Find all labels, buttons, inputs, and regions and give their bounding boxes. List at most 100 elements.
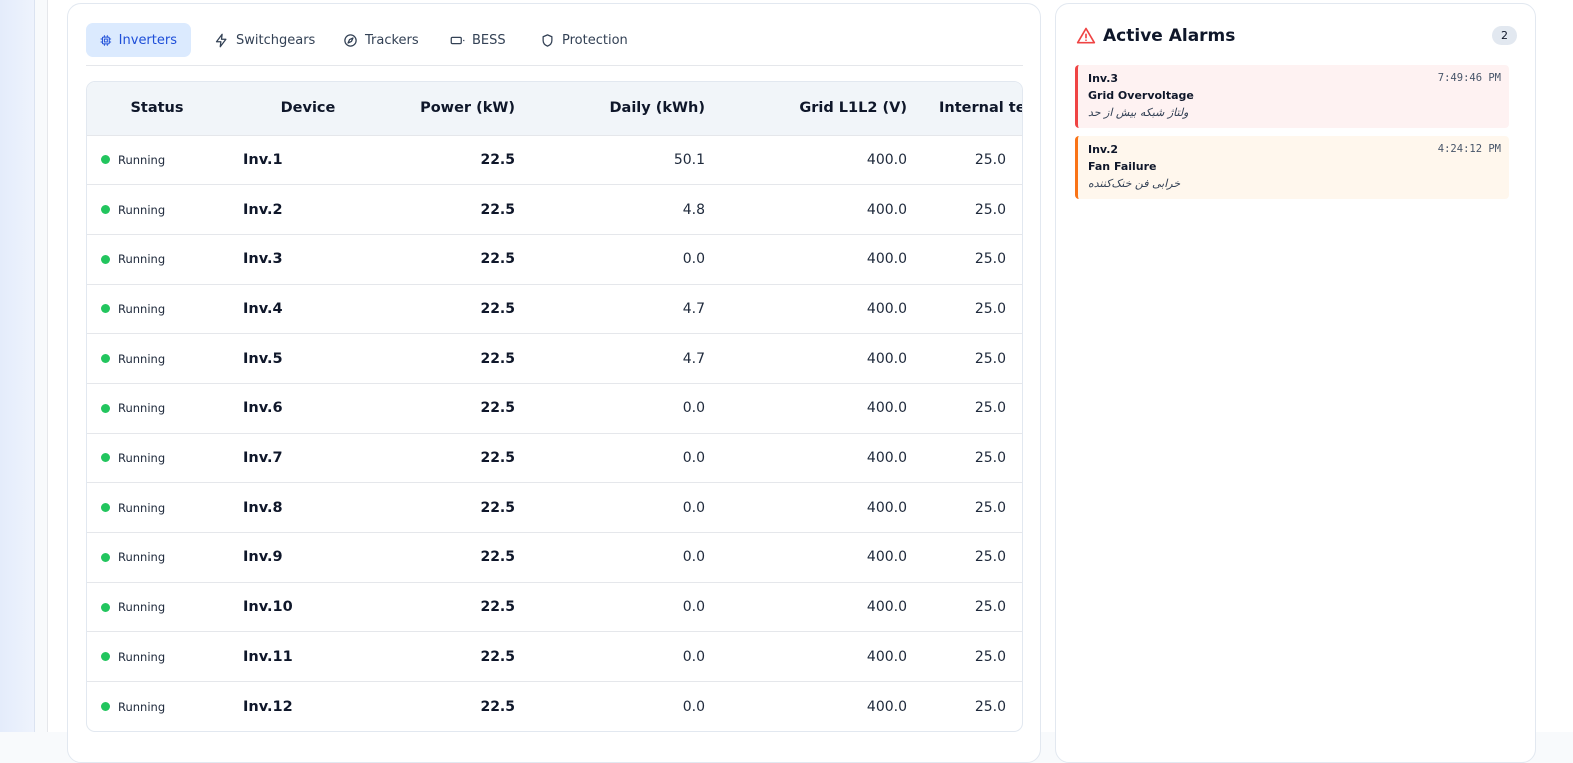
table-row[interactable]: Running Inv.2 22.5 4.8 400.0 25.0 (87, 184, 1022, 235)
device-cell: Inv.6 (243, 383, 389, 433)
status-label: Running (118, 351, 166, 366)
alarms-title: Active Alarms (1103, 26, 1236, 46)
table-row[interactable]: Running Inv.1 22.5 50.1 400.0 25.0 (87, 135, 1022, 185)
device-cell: Inv.2 (243, 185, 389, 235)
alarm-time: 7:49:46 PM (1437, 72, 1501, 84)
alarm-device: Inv.3 (1088, 72, 1119, 85)
status-indicator: Running (101, 153, 227, 167)
daily-cell: 4.7 (682, 300, 705, 317)
status-label: Running (118, 699, 166, 714)
temp-cell: 25.0 (974, 251, 1006, 268)
power-cell: 22.5 (480, 201, 515, 218)
tab-trackers[interactable]: Trackers (329, 23, 433, 57)
status-dot-icon (101, 304, 110, 314)
status-label: Running (118, 202, 166, 217)
status-label: Running (118, 301, 166, 316)
table-row[interactable]: Running Inv.5 22.5 4.7 400.0 25.0 (87, 333, 1022, 384)
shield-icon (542, 33, 553, 47)
table-row[interactable]: Running Inv.11 22.5 0.0 400.0 25.0 (87, 631, 1022, 682)
daily-cell: 0.0 (682, 251, 705, 268)
device-name: Inv.12 (243, 698, 293, 715)
daily-cell: 0.0 (682, 698, 705, 715)
daily-cell: 0.0 (682, 549, 705, 566)
table-row[interactable]: Running Inv.3 22.5 0.0 400.0 25.0 (87, 234, 1022, 284)
grid-cell: 400.0 (866, 300, 907, 317)
tab-protection[interactable]: Protection (526, 23, 642, 57)
grid-cell: 400.0 (866, 449, 907, 466)
status-indicator: Running (101, 550, 227, 564)
grid-cell: 400.0 (866, 698, 907, 715)
tab-protection-label: Protection (562, 32, 628, 48)
status-dot-icon (101, 503, 110, 513)
status-cell: Running (87, 234, 243, 284)
alarm-subtitle: ولتاژ شبکه بیش از حد (1088, 106, 1189, 119)
header-power[interactable]: Power (kW) (420, 100, 515, 117)
grid-cell: 400.0 (866, 648, 907, 665)
inverters-table: Status Device Power (kW) Daily (kWh) Gri… (86, 81, 1023, 733)
table-row[interactable]: Running Inv.10 22.5 0.0 400.0 25.0 (87, 582, 1022, 632)
device-cell: Inv.11 (243, 632, 389, 682)
status-cell: Running (87, 682, 243, 732)
table-row[interactable]: Running Inv.9 22.5 0.0 400.0 25.0 (87, 532, 1022, 583)
temp-cell: 25.0 (974, 449, 1006, 466)
device-cell: Inv.9 (243, 533, 389, 583)
header-device[interactable]: Device (280, 100, 336, 117)
power-cell: 22.5 (480, 350, 515, 367)
device-cell: Inv.5 (243, 334, 389, 384)
table-row[interactable]: Running Inv.8 22.5 0.0 400.0 25.0 (87, 482, 1022, 533)
alarm-subtitle: خرابی فن خنک‌کننده (1088, 177, 1181, 190)
status-cell: Running (87, 334, 243, 384)
daily-cell: 0.0 (682, 499, 705, 516)
tab-switchgears[interactable]: Switchgears (200, 23, 329, 57)
temp-cell: 25.0 (974, 300, 1006, 317)
daily-cell: 0.0 (682, 449, 705, 466)
table-row[interactable]: Running Inv.6 22.5 0.0 400.0 25.0 (87, 383, 1022, 433)
daily-cell: 4.8 (682, 201, 705, 218)
status-indicator: Running (101, 501, 227, 515)
tab-bess[interactable]: BESS (436, 23, 520, 57)
status-label: Running (118, 649, 166, 664)
power-cell: 22.5 (480, 599, 515, 616)
table-row[interactable]: Running Inv.7 22.5 0.0 400.0 25.0 (87, 433, 1022, 483)
status-cell: Running (87, 135, 243, 185)
power-cell: 22.5 (480, 648, 515, 665)
device-name: Inv.10 (243, 599, 293, 616)
status-indicator: Running (101, 302, 227, 316)
device-cell: Inv.7 (243, 433, 389, 483)
daily-cell: 0.0 (682, 648, 705, 665)
status-cell: Running (87, 383, 243, 433)
header-daily[interactable]: Daily (kWh) (609, 100, 705, 117)
devices-panel: Inverters Switchgears Trackers BESS (67, 3, 1041, 763)
table-header-row: Status Device Power (kW) Daily (kWh) Gri… (87, 82, 1022, 135)
status-label: Running (118, 252, 166, 267)
power-cell: 22.5 (480, 151, 515, 168)
sidebar-strip (0, 0, 35, 732)
alarm-item[interactable]: Inv.3 Grid Overvoltage ولتاژ شبکه بیش از… (1075, 65, 1509, 128)
power-cell: 22.5 (480, 300, 515, 317)
power-cell: 22.5 (480, 251, 515, 268)
header-grid[interactable]: Grid L1L2 (V) (799, 100, 907, 117)
table-row[interactable]: Running Inv.4 22.5 4.7 400.0 25.0 (87, 284, 1022, 334)
device-name: Inv.3 (243, 251, 283, 268)
device-name: Inv.2 (243, 201, 283, 218)
device-cell: Inv.1 (243, 135, 389, 185)
tab-inverters[interactable]: Inverters (86, 23, 191, 57)
table-row[interactable]: Running Inv.12 22.5 0.0 400.0 25.0 (87, 681, 1022, 732)
alarm-item[interactable]: Inv.2 Fan Failure خرابی فن خنک‌کننده 4:2… (1075, 136, 1509, 199)
status-indicator: Running (101, 252, 227, 266)
status-indicator: Running (101, 401, 227, 415)
temp-cell: 25.0 (974, 648, 1006, 665)
temp-cell: 25.0 (974, 201, 1006, 218)
header-status[interactable]: Status (130, 100, 184, 117)
status-indicator: Running (101, 451, 227, 465)
alarm-title: Fan Failure (1088, 160, 1157, 173)
temp-cell: 25.0 (974, 350, 1006, 367)
cpu-icon (100, 34, 112, 46)
device-name: Inv.4 (243, 300, 283, 317)
grid-cell: 400.0 (866, 549, 907, 566)
header-temp[interactable]: Internal temp (°C) (939, 100, 1022, 117)
table-body: Running Inv.1 22.5 50.1 400.0 25.0 Running Inv.… (87, 135, 1022, 731)
alarm-device: Inv.2 (1088, 143, 1119, 156)
temp-cell: 25.0 (974, 151, 1006, 168)
alarm-count-badge: 2 (1492, 26, 1517, 45)
